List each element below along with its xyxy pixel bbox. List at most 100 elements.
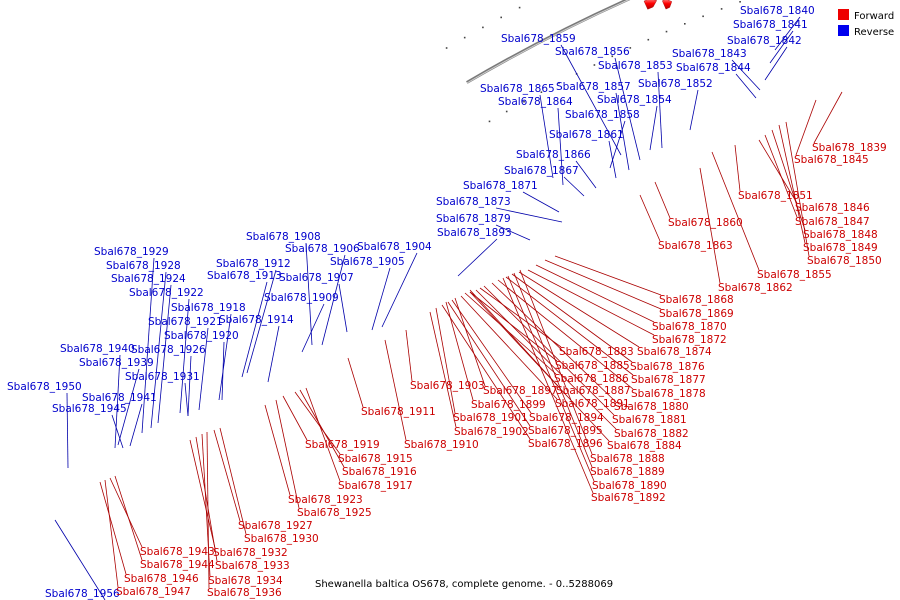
reverse-gene-label[interactable]: Sbal678_1939 [79, 357, 154, 369]
forward-gene-label[interactable]: Sbal678_1868 [659, 294, 734, 306]
forward-gene-label[interactable]: Sbal678_1845 [794, 154, 869, 166]
forward-gene-label[interactable]: Sbal678_1847 [795, 216, 870, 228]
forward-gene-label[interactable]: Sbal678_1947 [116, 586, 191, 598]
forward-gene-label[interactable]: Sbal678_1888 [590, 453, 665, 465]
forward-gene-label[interactable]: Sbal678_1891 [555, 398, 630, 410]
reverse-gene-label[interactable]: Sbal678_1856 [555, 46, 630, 58]
forward-gene-label[interactable]: Sbal678_1876 [630, 361, 705, 373]
forward-gene-label[interactable]: Sbal678_1886 [554, 373, 629, 385]
forward-gene-label[interactable]: Sbal678_1848 [803, 229, 878, 241]
reverse-gene-label[interactable]: Sbal678_1879 [436, 213, 511, 225]
forward-gene-label[interactable]: Sbal678_1887 [556, 385, 631, 397]
forward-gene-label[interactable]: Sbal678_1881 [612, 414, 687, 426]
reverse-gene-label[interactable]: Sbal678_1840 [740, 5, 815, 17]
forward-gene-label[interactable]: Sbal678_1925 [297, 507, 372, 519]
forward-gene-label[interactable]: Sbal678_1880 [614, 401, 689, 413]
forward-gene-label[interactable]: Sbal678_1911 [361, 406, 436, 418]
reverse-gene-label[interactable]: Sbal678_1918 [171, 302, 246, 314]
forward-gene-label[interactable]: Sbal678_1943 [140, 546, 215, 558]
forward-gene-label[interactable]: Sbal678_1936 [207, 587, 282, 599]
forward-gene-label[interactable]: Sbal678_1851 [738, 190, 813, 202]
reverse-gene-label[interactable]: Sbal678_1873 [436, 196, 511, 208]
forward-gene-label[interactable]: Sbal678_1930 [244, 533, 319, 545]
forward-gene-label[interactable]: Sbal678_1910 [404, 439, 479, 451]
reverse-gene-label[interactable]: Sbal678_1906 [285, 243, 360, 255]
forward-gene-label[interactable]: Sbal678_1897 [483, 385, 558, 397]
reverse-gene-label[interactable]: Sbal678_1905 [330, 256, 405, 268]
reverse-gene-label[interactable]: Sbal678_1871 [463, 180, 538, 192]
reverse-gene-label[interactable]: Sbal678_1854 [597, 94, 672, 106]
forward-gene-label[interactable]: Sbal678_1870 [652, 321, 727, 333]
forward-gene-label[interactable]: Sbal678_1860 [668, 217, 743, 229]
forward-gene-label[interactable]: Sbal678_1915 [338, 453, 413, 465]
reverse-gene-label[interactable]: Sbal678_1929 [94, 246, 169, 258]
reverse-gene-label[interactable]: Sbal678_1853 [598, 60, 673, 72]
forward-gene-label[interactable]: Sbal678_1863 [658, 240, 733, 252]
reverse-gene-label[interactable]: Sbal678_1956 [45, 588, 120, 600]
reverse-gene-label[interactable]: Sbal678_1857 [556, 81, 631, 93]
reverse-gene-label[interactable]: Sbal678_1926 [131, 344, 206, 356]
forward-gene-label[interactable]: Sbal678_1862 [718, 282, 793, 294]
forward-gene-label[interactable]: Sbal678_1927 [238, 520, 313, 532]
forward-gene-label[interactable]: Sbal678_1846 [795, 202, 870, 214]
forward-gene-label[interactable]: Sbal678_1916 [342, 466, 417, 478]
reverse-gene-label[interactable]: Sbal678_1914 [219, 314, 294, 326]
forward-gene-label[interactable]: Sbal678_1849 [803, 242, 878, 254]
reverse-gene-label[interactable]: Sbal678_1945 [52, 403, 127, 415]
reverse-gene-label[interactable]: Sbal678_1921 [148, 316, 223, 328]
forward-gene-label[interactable]: Sbal678_1917 [338, 480, 413, 492]
reverse-gene-label[interactable]: Sbal678_1908 [246, 231, 321, 243]
forward-gene-label[interactable]: Sbal678_1903 [410, 380, 485, 392]
forward-gene-label[interactable]: Sbal678_1895 [528, 425, 603, 437]
reverse-gene-label[interactable]: Sbal678_1940 [60, 343, 135, 355]
reverse-gene-label[interactable]: Sbal678_1841 [733, 19, 808, 31]
reverse-gene-label[interactable]: Sbal678_1950 [7, 381, 82, 393]
reverse-gene-label[interactable]: Sbal678_1924 [111, 273, 186, 285]
reverse-gene-label[interactable]: Sbal678_1893 [437, 227, 512, 239]
forward-gene-label[interactable]: Sbal678_1855 [757, 269, 832, 281]
reverse-gene-label[interactable]: Sbal678_1864 [498, 96, 573, 108]
reverse-gene-label[interactable]: Sbal678_1858 [565, 109, 640, 121]
reverse-gene-label[interactable]: Sbal678_1867 [504, 165, 579, 177]
forward-gene-label[interactable]: Sbal678_1923 [288, 494, 363, 506]
forward-gene-label[interactable]: Sbal678_1892 [591, 492, 666, 504]
reverse-gene-label[interactable]: Sbal678_1865 [480, 83, 555, 95]
forward-gene-label[interactable]: Sbal678_1839 [812, 142, 887, 154]
forward-gene-label[interactable]: Sbal678_1872 [652, 334, 727, 346]
forward-gene-label[interactable]: Sbal678_1889 [590, 466, 665, 478]
reverse-gene-label[interactable]: Sbal678_1904 [357, 241, 432, 253]
reverse-gene-label[interactable]: Sbal678_1913 [207, 270, 282, 282]
reverse-gene-label[interactable]: Sbal678_1861 [549, 129, 624, 141]
forward-gene-label[interactable]: Sbal678_1946 [124, 573, 199, 585]
forward-gene-label[interactable]: Sbal678_1877 [631, 374, 706, 386]
reverse-gene-label[interactable]: Sbal678_1931 [125, 371, 200, 383]
forward-gene-label[interactable]: Sbal678_1883 [559, 346, 634, 358]
reverse-gene-label[interactable]: Sbal678_1859 [501, 33, 576, 45]
forward-gene-label[interactable]: Sbal678_1944 [140, 559, 215, 571]
forward-gene-label[interactable]: Sbal678_1894 [529, 412, 604, 424]
forward-gene-label[interactable]: Sbal678_1890 [592, 480, 667, 492]
reverse-gene-label[interactable]: Sbal678_1922 [129, 287, 204, 299]
reverse-gene-label[interactable]: Sbal678_1852 [638, 78, 713, 90]
forward-gene-label[interactable]: Sbal678_1901 [453, 412, 528, 424]
forward-gene-label[interactable]: Sbal678_1869 [659, 308, 734, 320]
reverse-gene-label[interactable]: Sbal678_1941 [82, 392, 157, 404]
forward-gene-label[interactable]: Sbal678_1885 [555, 360, 630, 372]
forward-gene-label[interactable]: Sbal678_1878 [631, 388, 706, 400]
forward-gene-label[interactable]: Sbal678_1884 [607, 440, 682, 452]
forward-gene-label[interactable]: Sbal678_1919 [305, 439, 380, 451]
reverse-gene-label[interactable]: Sbal678_1844 [676, 62, 751, 74]
forward-gene-label[interactable]: Sbal678_1902 [454, 426, 529, 438]
forward-gene-label[interactable]: Sbal678_1850 [807, 255, 882, 267]
reverse-gene-label[interactable]: Sbal678_1907 [279, 272, 354, 284]
forward-gene-label[interactable]: Sbal678_1882 [614, 428, 689, 440]
reverse-gene-label[interactable]: Sbal678_1909 [264, 292, 339, 304]
reverse-gene-label[interactable]: Sbal678_1866 [516, 149, 591, 161]
forward-gene-label[interactable]: Sbal678_1899 [471, 399, 546, 411]
reverse-gene-label[interactable]: Sbal678_1928 [106, 260, 181, 272]
forward-gene-label[interactable]: Sbal678_1896 [528, 438, 603, 450]
forward-gene-label[interactable]: Sbal678_1934 [208, 575, 283, 587]
reverse-gene-label[interactable]: Sbal678_1912 [216, 258, 291, 270]
reverse-gene-label[interactable]: Sbal678_1920 [164, 330, 239, 342]
forward-gene-label[interactable]: Sbal678_1932 [213, 547, 288, 559]
